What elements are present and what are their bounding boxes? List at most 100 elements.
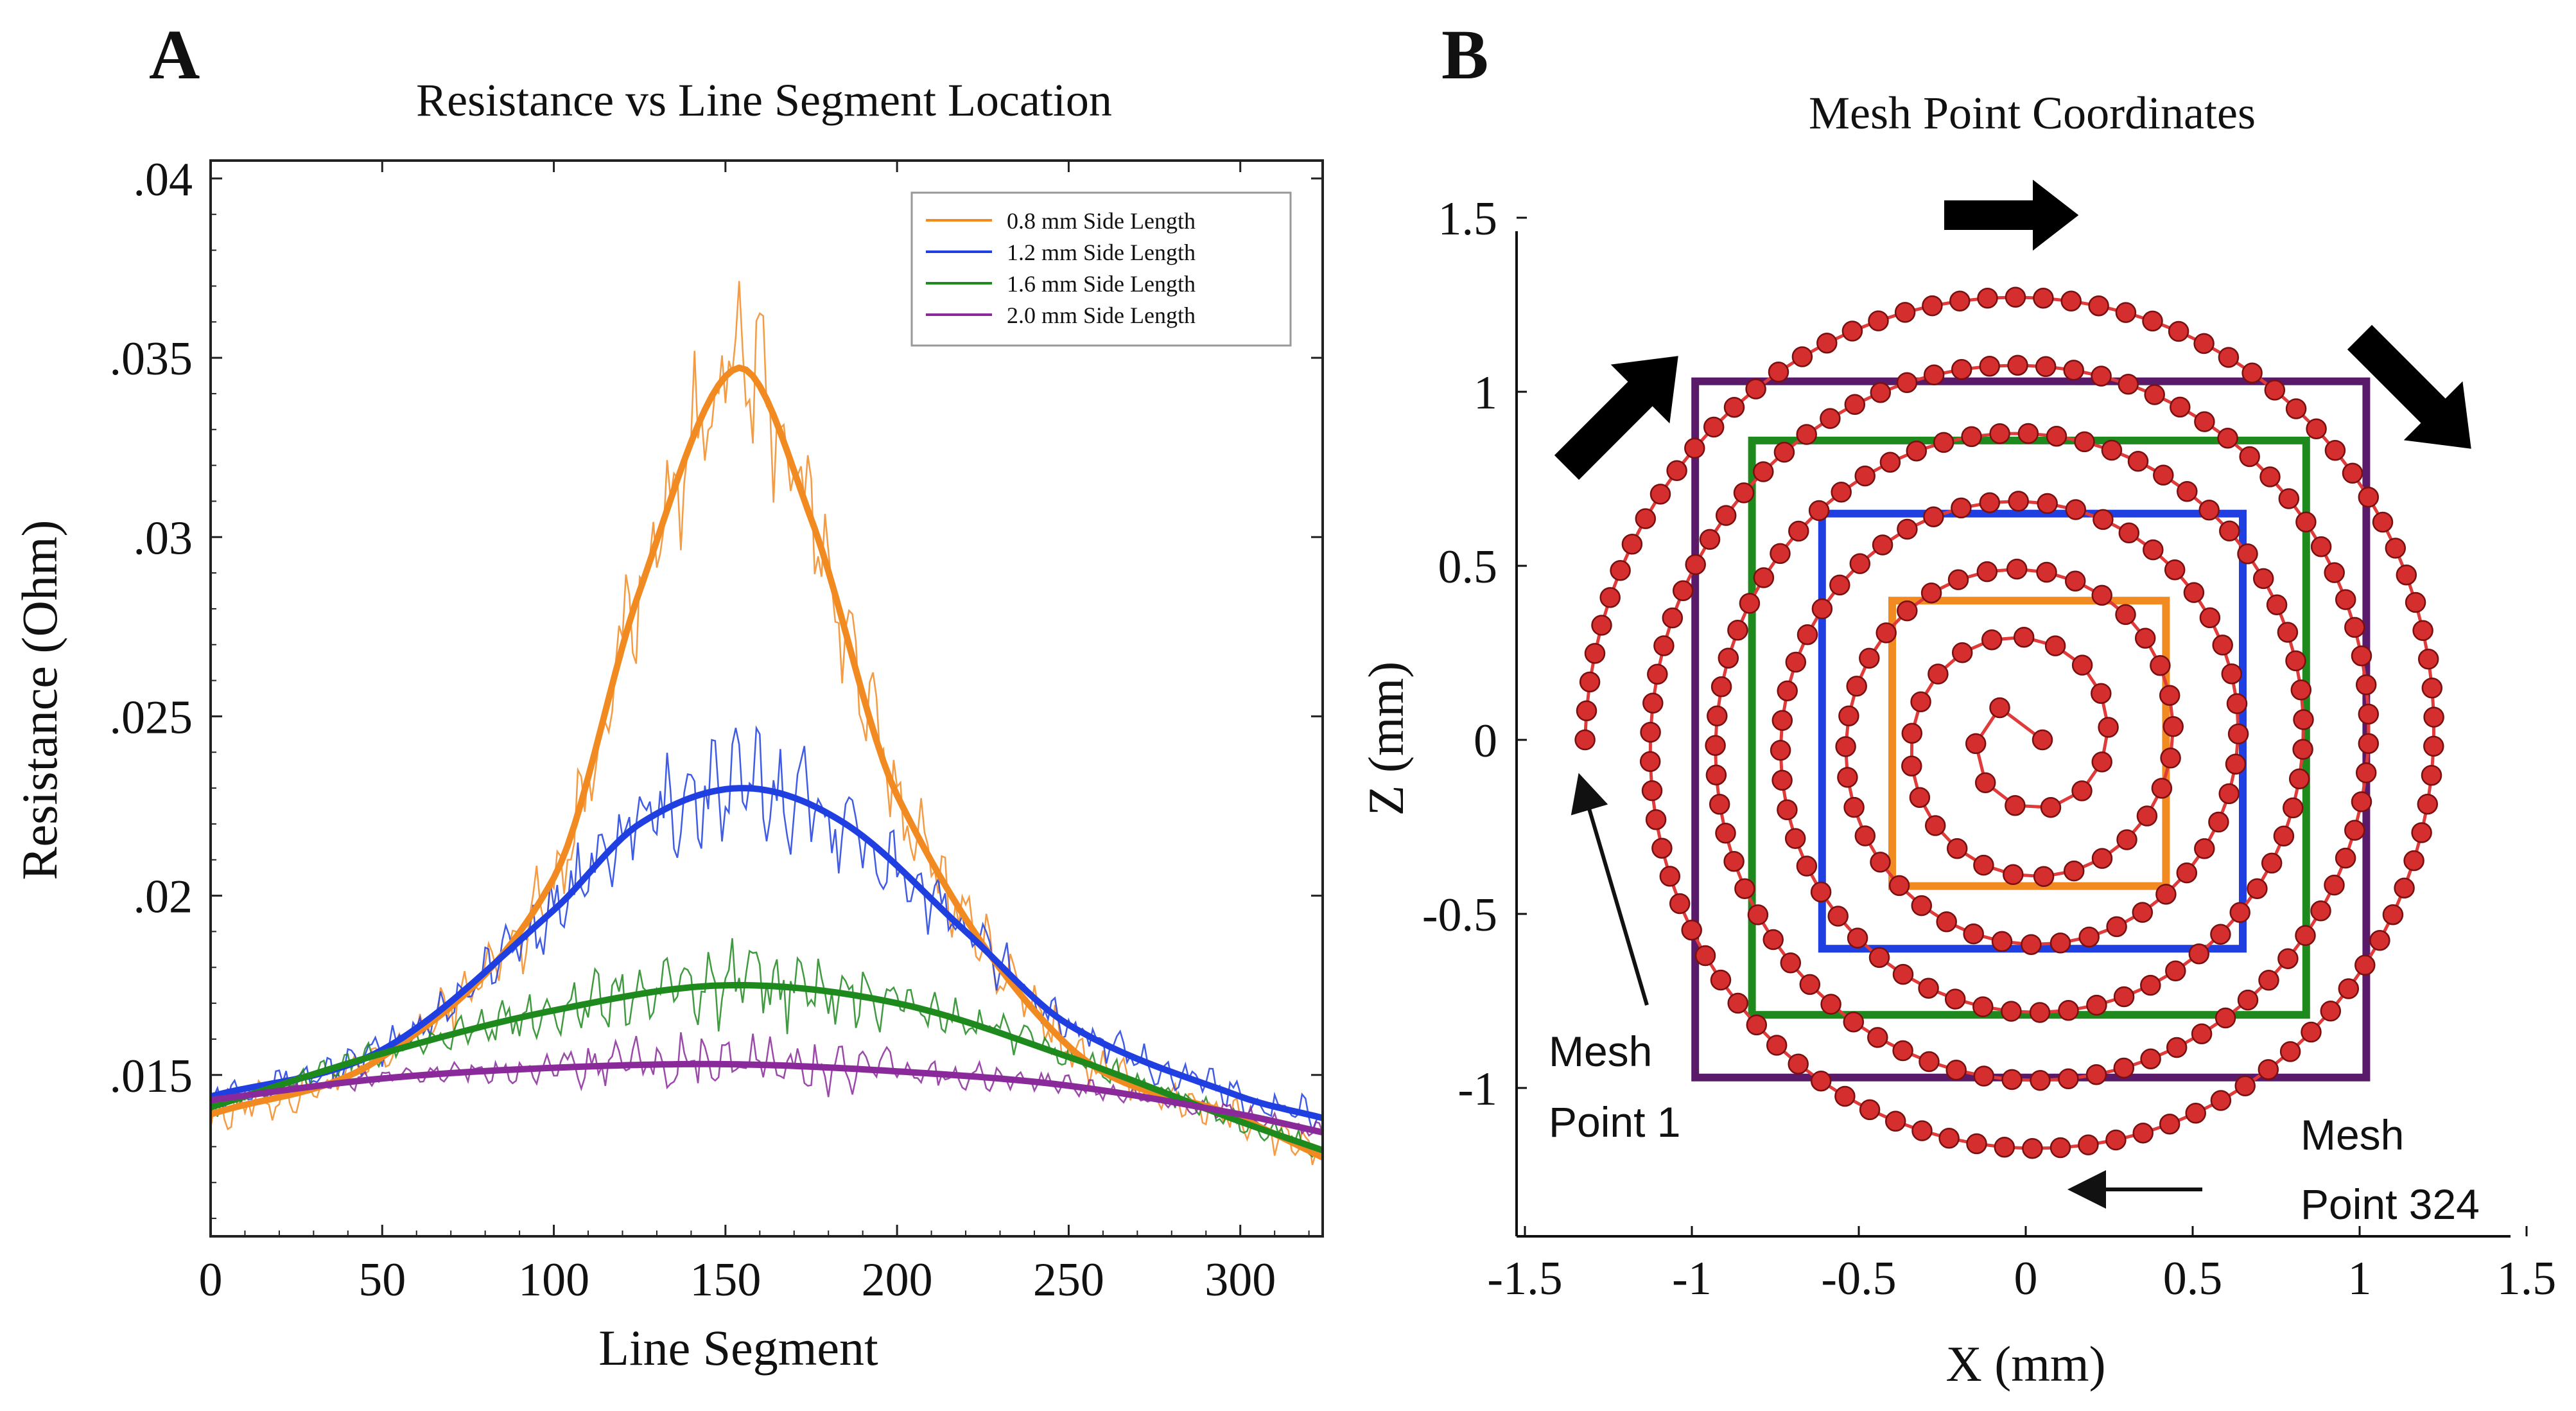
mesh-point [2063,860,2085,882]
series-raw-0.8-mm-side-length [211,281,1323,1166]
mesh-point [1920,582,1942,604]
mesh-point [2046,425,2067,447]
mesh-point [2292,739,2313,760]
mesh-point [2058,1000,2079,1021]
mesh-point [2132,902,2154,923]
mesh-point [2226,693,2248,714]
chart-b-title: Mesh Point Coordinates [1809,87,2256,139]
mesh-point [2144,384,2165,405]
mesh-point [2324,440,2346,461]
annotation-start-line1: Mesh [1549,1028,1652,1075]
mesh-point [2344,617,2365,638]
mesh-point [1635,508,1657,529]
mesh-point [2405,592,2426,613]
mesh-point [1739,593,1761,614]
mesh-point [2183,582,2205,603]
chart-a-series [211,281,1323,1166]
mesh-point [2285,650,2306,672]
chart-a-x-tick-labels: 0 50 100 150 200 250 300 [199,1254,1276,1306]
mesh-point [2071,780,2093,802]
x-tick-label: 1 [2348,1252,2372,1305]
mesh-point [1843,1011,1865,1033]
y-tick-label: .03 [134,512,193,565]
mesh-point [1973,1065,1995,1087]
mesh-point [2155,884,2177,905]
mesh-point [2085,1064,2107,1085]
mesh-point [1684,437,1705,459]
mesh-point [2423,706,2444,728]
mesh-point [1944,988,1966,1010]
mesh-point [1919,1051,1940,1073]
x-tick-label: -0.5 [1821,1252,1896,1305]
mesh-point [2354,954,2376,976]
mesh-point [1710,676,1732,697]
mesh-point [2237,989,2259,1011]
mesh-point [1771,769,1793,791]
mesh-point [2411,822,2432,843]
mesh-point [1841,320,1863,342]
mesh-point [1576,700,1597,722]
mesh-point [2033,866,2055,887]
mesh-point [2008,491,2029,512]
mesh-point [2355,674,2377,696]
mesh-point [1641,780,1663,802]
mesh-point [2335,847,2356,869]
chart-b-spiral [1574,286,2444,1159]
mesh-point [1777,799,1798,821]
mesh-point [1681,919,1702,941]
chart-b-ylabel: Z (mm) [1358,662,1414,816]
mesh-point [2210,924,2231,945]
mesh-point [1694,945,1716,967]
mesh-point [1896,372,1918,394]
mesh-point [2060,290,2082,312]
mesh-point [1977,288,1998,309]
legend-entry-2.0mm: 2.0 mm Side Length [926,302,1196,328]
mesh-point [1621,534,1643,555]
mesh-point [1715,505,1737,526]
mesh-point [2116,829,2137,850]
mesh-point [1799,974,1821,995]
mesh-point [1924,815,1946,836]
mesh-point [1827,906,1849,927]
mesh-point [2338,978,2360,999]
mesh-point [2188,943,2210,965]
mesh-point [1859,647,1880,669]
mesh-point [1909,787,1931,808]
annotation-start-line2: Point 1 [1549,1098,1680,1146]
arrow-right-icon [1944,179,2079,251]
mesh-point [2091,365,2112,387]
mesh-point [2044,635,2066,656]
x-tick-label: -1 [1672,1252,1712,1305]
mesh-point [1777,680,1798,701]
series-fit-0.8-mm-side-length [211,364,1323,1161]
mesh-point [1770,740,1791,761]
mesh-point [2258,1059,2279,1080]
chart-a-legend: 0.8 mm Side Length 1.2 mm Side Length 1.… [910,191,1292,347]
mesh-point [2293,709,2314,730]
mesh-point [1747,904,1769,925]
mesh-point [1994,1136,2015,1158]
mesh-point [1918,977,1939,999]
mesh-point [1780,952,1802,974]
mesh-point [2115,302,2137,323]
arrow-up-right-icon [1554,356,1678,480]
mesh-point [1811,598,1833,620]
mesh-point [2021,934,2042,955]
mesh-point [2301,1021,2322,1043]
mesh-point [1672,580,1694,602]
mesh-point [2252,568,2274,590]
mesh-point [2344,819,2365,841]
direction-arrow-right [1944,179,2079,251]
y-tick-label: .02 [134,871,193,924]
mesh-point [1640,721,1661,743]
mesh-point [2037,493,2058,514]
mesh-point [1771,710,1793,731]
mesh-point [1773,441,1795,463]
mesh-point [2086,994,2107,1016]
legend-box [910,191,1292,347]
mesh-point [1768,362,1789,383]
mesh-point [2423,735,2444,757]
mesh-point [1974,772,1996,793]
mesh-point [1753,461,1774,482]
panel-b-letter: B [1441,15,1488,94]
